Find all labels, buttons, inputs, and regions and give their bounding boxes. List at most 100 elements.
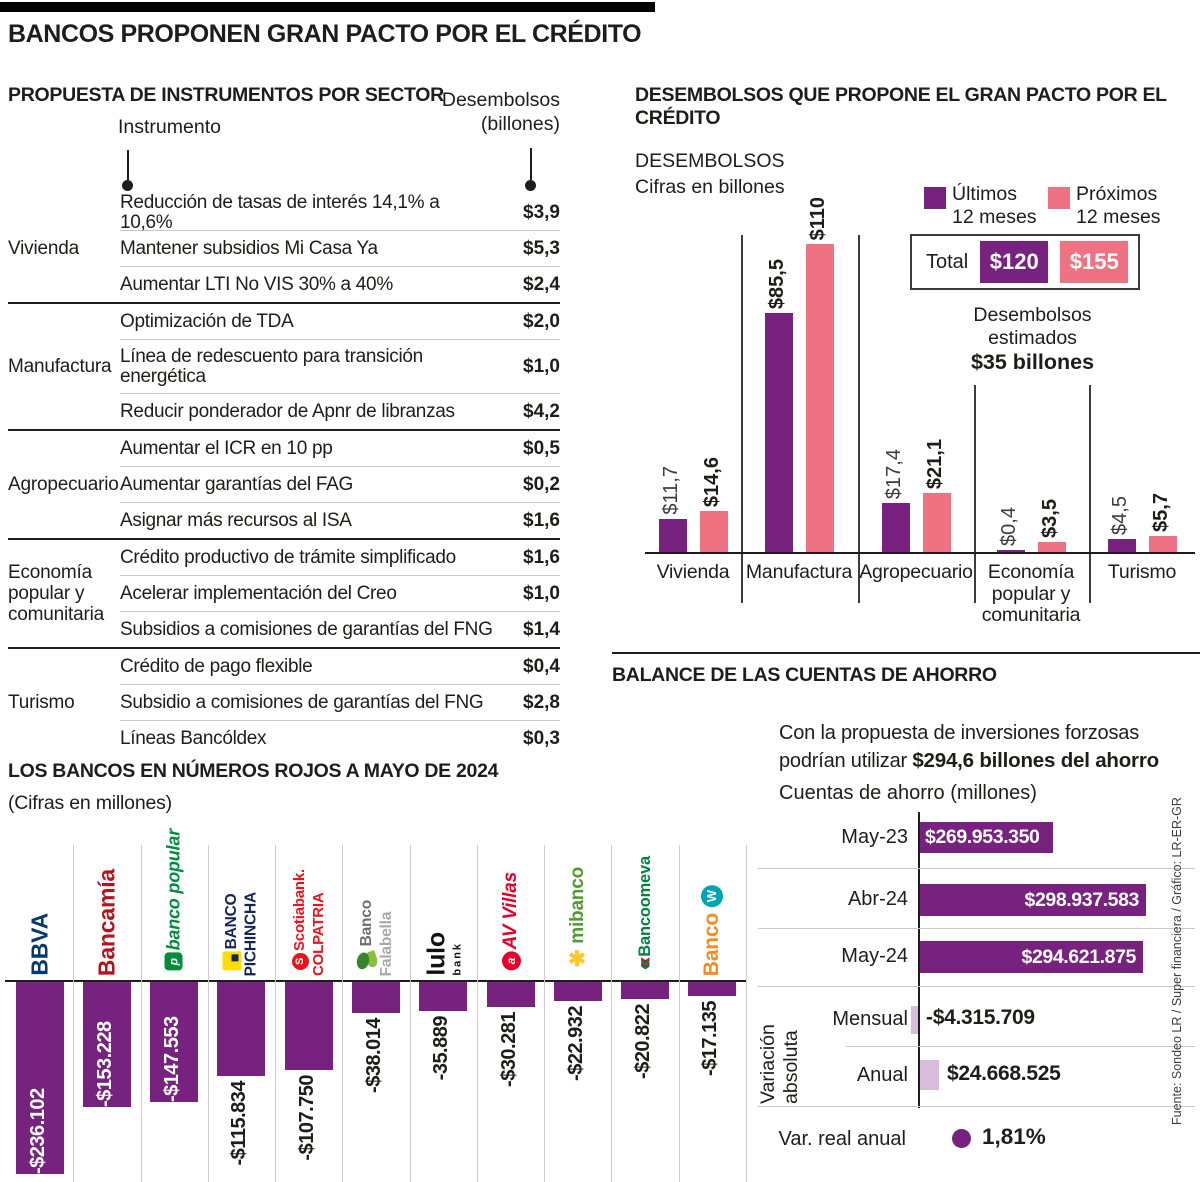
legend-swatch-ultimos <box>924 187 946 209</box>
instrument-cell: Aumentar el ICR en 10 pp <box>120 437 333 459</box>
legend-ultimos-line2: 12 meses <box>952 206 1037 228</box>
sector-rows: Optimización de TDA $2,0 Línea de redescue… <box>120 304 560 429</box>
value-cell: $2,8 <box>523 691 560 713</box>
savings-bar-value: $298.937.583 <box>1024 888 1140 911</box>
value-cell: $5,3 <box>523 237 560 259</box>
bank-logo-text: pbanco popular <box>164 829 185 976</box>
bank-bar-value-label: -$107.750 <box>295 1075 318 1161</box>
table-row: Línea de redescuento para transición ene… <box>120 339 560 393</box>
legend-label-proximos: Próximos 12 meses <box>1076 183 1161 229</box>
savings-y-axis <box>918 812 920 1108</box>
variation-bar-Mensual <box>911 1006 918 1034</box>
pact-category-label: Manufactura <box>745 561 853 583</box>
total-proximos-value: $155 <box>1060 241 1129 283</box>
bancoomeva-logo: «Bancoomeva <box>632 856 658 976</box>
bank-bar-Bancoomeva <box>621 982 670 999</box>
source-credit: Fuente: Sondeo LR / Super financiera / G… <box>1170 797 1184 1125</box>
variation-row-label: Anual <box>856 1064 908 1086</box>
savings-bar-May-23: $269.953.350 <box>920 822 1053 853</box>
bank-logo-text: BBVA <box>26 913 53 976</box>
legend-proximos-line1: Próximos <box>1076 183 1158 205</box>
bank-bar-BBVA <box>15 982 64 1174</box>
bancow-icon: W <box>701 884 724 907</box>
value-cell: $1,6 <box>523 509 560 531</box>
instrument-cell: Aumentar garantías del FAG <box>120 473 353 495</box>
pact-category-label: Economía popular y comunitaria <box>981 561 1081 626</box>
sector-rows: Reducción de tasas de interés 14,1% a 10… <box>120 191 560 302</box>
instrument-cell: Reducir ponderador de Apnr de libranzas <box>120 400 455 422</box>
banks-x-axis <box>5 980 746 982</box>
pact-category-label: Vivienda <box>656 561 730 583</box>
sector-group: Vivienda Reducción de tasas de interés 14… <box>8 191 560 302</box>
balance-note-line1: Con la propuesta de inversiones forzosas <box>779 722 1139 744</box>
savings-row-divider <box>758 986 1195 987</box>
balance-note-line2-prefix: podrían utilizar <box>779 750 913 772</box>
pact-bar-value-label: $5,7 <box>1149 493 1172 532</box>
top-black-rule <box>0 2 655 12</box>
bank-bar-value-label: -$153.228 <box>93 1021 116 1107</box>
lulo-bank-logo: lulo bank <box>423 932 464 976</box>
instrument-cell: Optimización de TDA <box>120 310 294 332</box>
bank-logo-text: BANCO <box>222 892 243 976</box>
pact-bar-value-label: $11,7 <box>659 466 682 515</box>
total-box: Total $120 $155 <box>910 234 1140 290</box>
bank-bar-AV Villas <box>486 982 535 1007</box>
instrument-cell: Acelerar implementación del Creo <box>120 582 397 604</box>
balance-section-rule <box>612 652 1200 654</box>
banks-chart-subtitle: (Cifras en millones) <box>8 792 172 814</box>
var-real-anual-label: Var. real anual <box>778 1128 907 1150</box>
pact-bar-value-label: $17,4 <box>882 448 905 499</box>
pact-bar-Turismo-proximos <box>1148 536 1177 552</box>
instrument-cell: Crédito productivo de trámite simplifica… <box>120 546 456 568</box>
banks-column-separator <box>678 845 680 1182</box>
column-header-desembolsos-line1: Desembolsos <box>441 89 560 111</box>
pact-category-label: Agropecuario <box>859 561 973 583</box>
banco-pichincha-logo: BANCO PICHINCHA <box>222 892 261 976</box>
pact-chart-title: DESEMBOLSOS QUE PROPONE EL GRAN PACTO PO… <box>635 84 1167 129</box>
table-row: Acelerar implementación del Creo $1,0 <box>120 575 560 611</box>
pact-bar-value-label: $4,5 <box>1108 496 1131 535</box>
instrument-cell: Reducción de tasas de interés 14,1% a 10… <box>120 191 440 233</box>
table-row: Aumentar LTI No VIS 30% a 40% $2,4 <box>120 266 560 302</box>
bank-bar-Banco W <box>688 982 737 996</box>
pact-bar-value-label: $3,5 <box>1038 499 1061 538</box>
value-cell: $3,9 <box>523 201 560 223</box>
legend-label-ultimos: Últimos 12 meses <box>952 183 1037 229</box>
bank-logo-text: Banco <box>356 900 378 976</box>
table-row: Mantener subsidios Mi Casa Ya $5,3 <box>120 230 560 266</box>
instrument-cell: Subsidio a comisiones de garantías del F… <box>120 691 484 713</box>
bank-bar-Bancamía <box>82 982 131 1107</box>
legend-swatch-proximos <box>1048 187 1070 209</box>
savings-row-divider <box>846 1046 1195 1047</box>
banks-column-separator <box>476 845 478 1182</box>
fala-icon <box>357 948 377 970</box>
savings-row-divider <box>758 928 1195 929</box>
table-row: Aumentar garantías del FAG $0,2 <box>120 466 560 502</box>
avv-icon: a <box>501 951 521 970</box>
savings-bar-May-24: $294.621.875 <box>920 941 1143 973</box>
value-cell: $0,3 <box>523 727 560 749</box>
pact-bar-Agropecuario-proximos <box>922 493 951 552</box>
instrument-cell: Línea de redescuento para transición ene… <box>120 345 423 387</box>
pact-bar-value-label: $14,6 <box>700 456 723 507</box>
sector-rows: Crédito productivo de trámite simplifica… <box>120 540 560 647</box>
bank-logo-text: Falabella <box>377 911 395 976</box>
page-title: BANCOS PROPONEN GRAN PACTO POR EL CRÉDIT… <box>8 20 642 48</box>
sector-group: Manufactura Optimización de TDA $2,0 Línea … <box>8 302 560 429</box>
instruments-table: Vivienda Reducción de tasas de interés 14… <box>8 191 560 756</box>
sector-rows: Crédito de pago flexible $0,4 Subsidio a c… <box>120 649 560 756</box>
table-row: Aumentar el ICR en 10 pp $0,5 <box>120 431 560 466</box>
instrument-cell: Mantener subsidios Mi Casa Ya <box>120 237 378 259</box>
pact-bar-value-label: $21,1 <box>923 438 946 489</box>
pact-bar-value-label: $110 <box>806 196 829 240</box>
savings-row-divider <box>758 1106 1195 1107</box>
instrument-cell: Aumentar LTI No VIS 30% a 40% <box>120 273 393 295</box>
table-row: Reducción de tasas de interés 14,1% a 10… <box>120 191 560 233</box>
table-row: Crédito productivo de trámite simplifica… <box>120 540 560 575</box>
table-row: Líneas Bancóldex $0,3 <box>120 720 560 756</box>
value-cell: $1,4 <box>523 618 560 640</box>
bank-logo-text: COLPATRIA <box>309 892 327 976</box>
total-ultimos-value: $120 <box>980 241 1049 283</box>
pact-group-separator <box>741 235 743 603</box>
banks-column-separator <box>544 845 546 1182</box>
